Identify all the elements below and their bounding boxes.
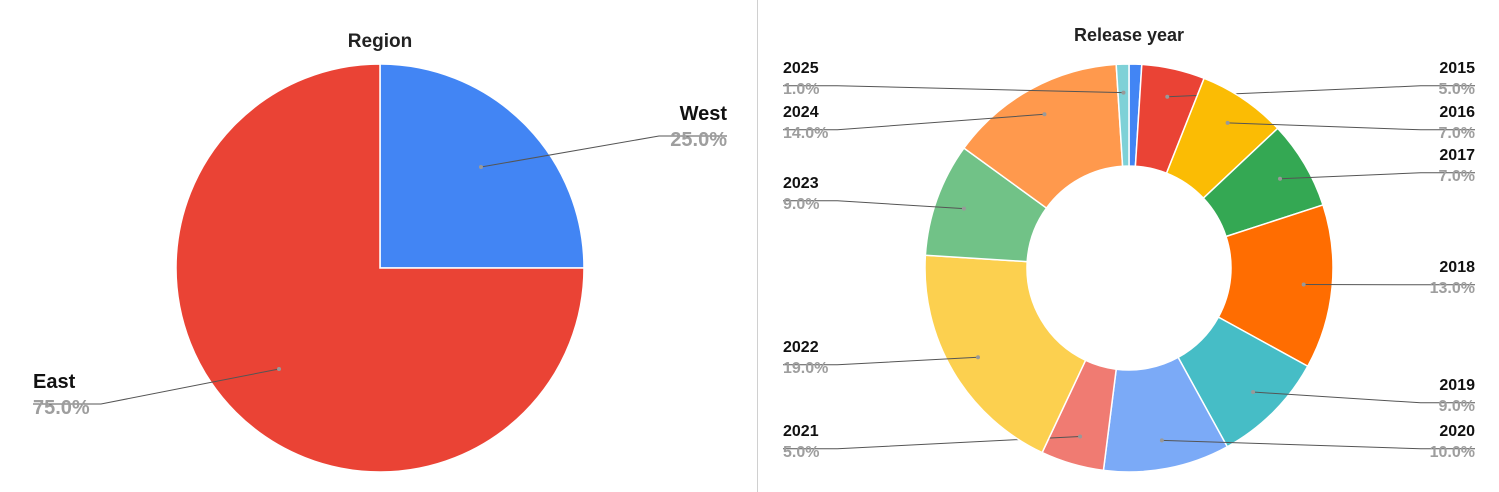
- anchor-dot: [1159, 438, 1164, 443]
- slice-label: West: [680, 103, 728, 125]
- value-label: 7.0%: [1439, 125, 1475, 142]
- value-label: 9.0%: [783, 196, 819, 213]
- leader-line: [783, 85, 1124, 94]
- value-label: 10.0%: [1430, 444, 1475, 461]
- slice-label: 2016: [1439, 104, 1475, 121]
- slice-label: 2025: [783, 60, 819, 77]
- anchor-dot: [478, 165, 483, 170]
- value-label: 75.0%: [33, 397, 90, 419]
- leader-line: [33, 368, 280, 405]
- leader-line: [1227, 122, 1475, 131]
- leader-line: [783, 113, 1045, 131]
- anchor-dot: [1078, 434, 1083, 439]
- value-label: 1.0%: [783, 81, 819, 98]
- anchor-dot: [1251, 390, 1256, 395]
- value-label: 7.0%: [1439, 168, 1475, 185]
- leader-line: [1161, 439, 1475, 450]
- slice-label: 2019: [1439, 377, 1475, 394]
- slice-label: 2022: [783, 339, 819, 356]
- value-label: 14.0%: [783, 125, 828, 142]
- chart-title: Region: [348, 31, 412, 52]
- leader-line: [1167, 85, 1475, 98]
- anchor-dot: [975, 355, 980, 360]
- leader-line: [1279, 172, 1475, 180]
- anchor-dot: [1278, 176, 1283, 181]
- slice: [924, 254, 1087, 454]
- value-label: 5.0%: [783, 444, 819, 461]
- leader-line: [480, 135, 727, 168]
- value-label: 13.0%: [1430, 280, 1475, 297]
- anchor-dot: [1225, 120, 1230, 125]
- value-label: 25.0%: [670, 129, 727, 151]
- slice-label: 2020: [1439, 423, 1475, 440]
- anchor-dot: [1042, 112, 1047, 117]
- slice-label: East: [33, 371, 76, 393]
- anchor-dot: [1121, 90, 1126, 95]
- leader-line: [783, 435, 1081, 450]
- chart-title: Release year: [1074, 25, 1184, 45]
- slice: [1115, 63, 1130, 167]
- slice-label: 2018: [1439, 259, 1475, 276]
- slice-label: 2015: [1439, 60, 1475, 77]
- slice: [962, 63, 1124, 210]
- slice-label: 2021: [783, 423, 819, 440]
- anchor-dot: [1301, 282, 1306, 287]
- leader-line: [783, 200, 964, 210]
- value-label: 9.0%: [1439, 398, 1475, 415]
- slice-label: 2024: [783, 104, 819, 121]
- value-label: 19.0%: [783, 360, 828, 377]
- value-label: 5.0%: [1439, 81, 1475, 98]
- anchor-dot: [1165, 94, 1170, 99]
- anchor-dot: [277, 366, 282, 371]
- slice-label: 2023: [783, 175, 819, 192]
- leader-line: [1253, 391, 1475, 404]
- slice-label: 2017: [1439, 147, 1475, 164]
- leader-line: [783, 356, 979, 366]
- anchor-dot: [961, 206, 966, 211]
